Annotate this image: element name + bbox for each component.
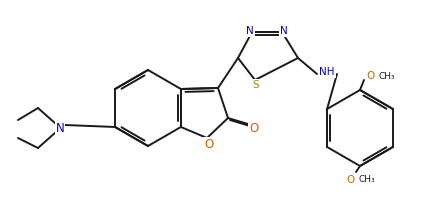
Text: NH: NH [319,67,335,77]
Text: S: S [253,80,259,90]
Text: O: O [204,138,214,151]
Text: CH₃: CH₃ [358,176,375,185]
Text: O: O [366,71,374,81]
Text: N: N [280,26,288,36]
Text: N: N [246,26,254,36]
Text: O: O [346,175,354,185]
Text: O: O [249,122,259,135]
Text: N: N [56,122,65,135]
Text: CH₃: CH₃ [378,72,395,81]
